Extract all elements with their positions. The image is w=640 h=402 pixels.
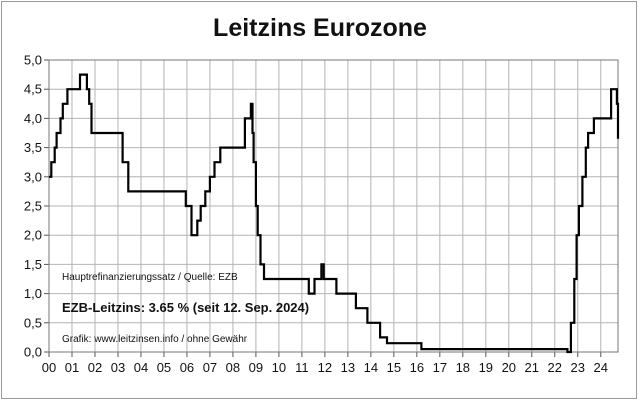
plot-border [48, 59, 619, 353]
series-line [49, 73, 620, 354]
x-tick-label: 02 [88, 360, 102, 375]
credit-note: Grafik: www.leitzinsen.info / ohne Gewäh… [62, 334, 248, 345]
y-tick-label: 3,0 [24, 169, 42, 184]
source-note: Hauptrefinanzierungssatz / Quelle: EZB [62, 272, 238, 283]
y-tick-label: 5,0 [24, 53, 42, 68]
y-tick-labels: 0,0 0,5 1,0 1,5 2,0 2,5 3,0 3,5 4,0 4,5 5,0 [24, 53, 42, 360]
x-tick-label: 21 [525, 360, 539, 375]
x-tick-label: 04 [134, 360, 148, 375]
x-tick-label: 13 [341, 360, 355, 375]
x-tick-label: 23 [571, 360, 585, 375]
x-tick-label: 22 [548, 360, 562, 375]
series-group [49, 73, 620, 354]
x-tick-label: 07 [203, 360, 217, 375]
x-tick-label: 05 [157, 360, 171, 375]
x-tick-label: 20 [502, 360, 516, 375]
y-tick-label: 4,0 [24, 111, 42, 126]
y-tick-label: 0,5 [24, 315, 42, 330]
x-tick-label: 18 [456, 360, 470, 375]
y-tick-label: 0,0 [24, 345, 42, 360]
x-tick-labels: 00 01 02 03 04 05 06 07 08 09 10 11 12 13 14 15 16 17 18 19… [42, 360, 608, 375]
x-tick-label: 03 [111, 360, 125, 375]
x-tick-label: 00 [42, 360, 56, 375]
y-tick-label: 3,5 [24, 140, 42, 155]
x-tick-label: 06 [180, 360, 194, 375]
chart-title: Leitzins Eurozone [213, 14, 427, 42]
x-tick-label: 16 [410, 360, 424, 375]
x-tick-label: 11 [295, 360, 309, 375]
current-rate-note: EZB-Leitzins: 3.65 % (seit 12. Sep. 2024… [62, 300, 309, 315]
y-tick-label: 2,5 [24, 199, 42, 214]
x-tick-label: 24 [594, 360, 608, 375]
x-tick-label: 01 [65, 360, 79, 375]
x-tick-label: 17 [433, 360, 447, 375]
x-tick-label: 12 [318, 360, 332, 375]
x-tick-label: 15 [387, 360, 401, 375]
x-tick-label: 08 [226, 360, 240, 375]
y-tick-label: 4,5 [24, 82, 42, 97]
x-tick-label: 19 [479, 360, 493, 375]
x-tick-label: 09 [249, 360, 263, 375]
y-tick-label: 1,5 [24, 257, 42, 272]
x-tick-label: 14 [364, 360, 378, 375]
x-tick-label: 10 [272, 360, 286, 375]
y-tick-label: 1,0 [24, 286, 42, 301]
axes [44, 59, 619, 357]
y-tick-label: 2,0 [24, 228, 42, 243]
